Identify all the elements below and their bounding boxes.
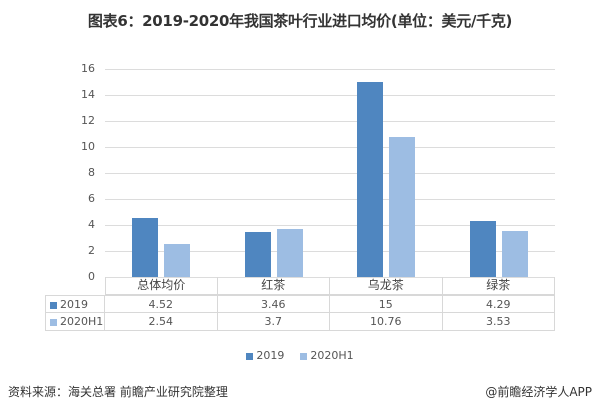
gridline <box>105 277 555 278</box>
bar-2020H1 <box>164 243 191 277</box>
legend-item: 2019 <box>246 349 284 362</box>
gridline <box>105 121 555 122</box>
legend: 2019 2020H1 <box>0 349 600 362</box>
legend-item: 2020H1 <box>300 349 354 362</box>
table-cell: 4.52 <box>105 295 218 313</box>
table-cell: 3.46 <box>217 295 330 313</box>
table-cell: 3.7 <box>217 313 330 331</box>
y-tick-label: 4 <box>88 218 95 231</box>
table-header-cell: 红茶 <box>217 277 330 295</box>
table-cell: 2.54 <box>105 313 218 331</box>
y-tick-label: 0 <box>88 270 95 283</box>
gridline <box>105 225 555 226</box>
legend-swatch <box>50 301 57 309</box>
y-tick-label: 16 <box>81 62 95 75</box>
credit-note: @前瞻经济学人APP <box>485 385 592 399</box>
source-note: 资料来源：海关总署 前瞻产业研究院整理 <box>8 385 228 399</box>
chart-title: 图表6：2019-2020年我国茶叶行业进口均价(单位：美元/千克) <box>87 12 513 30</box>
gridline <box>105 69 555 70</box>
table-cell: 4.29 <box>442 295 555 313</box>
table-cell: 3.53 <box>442 313 555 331</box>
bar-2020H1 <box>276 228 303 277</box>
table-cell: 10.76 <box>330 313 443 331</box>
table-header-cell: 总体均价 <box>105 277 218 295</box>
table-cell: 15 <box>330 295 443 313</box>
bar-2019 <box>469 221 496 277</box>
legend-swatch <box>300 352 308 360</box>
y-tick-label: 8 <box>88 166 95 179</box>
table-row-label: 2019 <box>45 295 105 313</box>
bar-2020H1 <box>389 137 416 277</box>
table-header-cell: 乌龙茶 <box>330 277 443 295</box>
gridline <box>105 199 555 200</box>
y-tick-label: 14 <box>81 88 95 101</box>
y-tick-label: 12 <box>81 114 95 127</box>
row-label-text: 2020H1 <box>60 315 104 328</box>
gridline <box>105 251 555 252</box>
gridline <box>105 147 555 148</box>
legend-swatch <box>50 318 57 326</box>
bar-2019 <box>244 232 271 277</box>
gridline <box>105 173 555 174</box>
y-tick-label: 6 <box>88 192 95 205</box>
bar-2019 <box>132 218 159 277</box>
table-header-cell: 绿茶 <box>442 277 555 295</box>
legend-swatch <box>246 352 254 360</box>
bar-2019 <box>357 82 384 277</box>
table-row-label: 2020H1 <box>45 313 105 331</box>
bar-2020H1 <box>501 231 528 277</box>
row-label-text: 2019 <box>60 298 88 311</box>
gridline <box>105 95 555 96</box>
y-tick-label: 10 <box>81 140 95 153</box>
y-tick-label: 2 <box>88 244 95 257</box>
